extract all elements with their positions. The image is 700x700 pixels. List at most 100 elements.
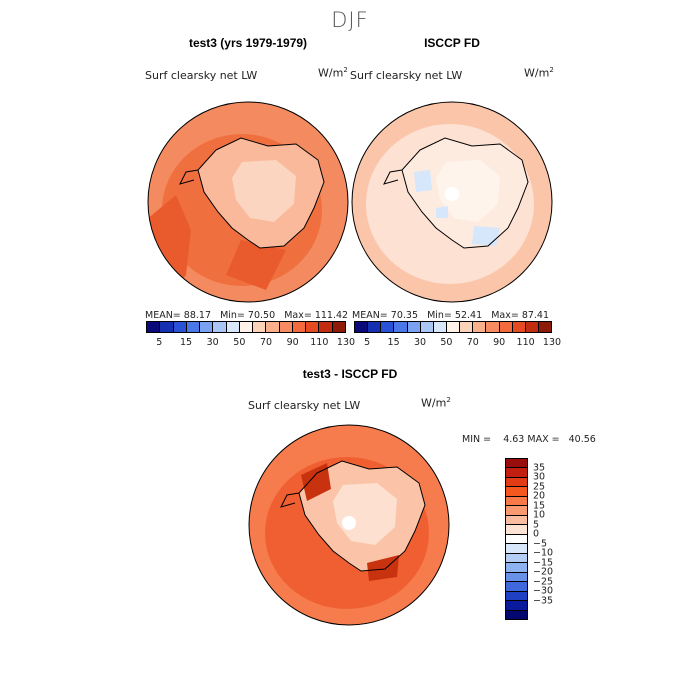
- colorbar-tick-label: 5: [156, 337, 163, 348]
- colorbar-tick-label: 130: [336, 337, 356, 348]
- colorbar-tick-label: 50: [233, 337, 246, 348]
- colorbar-obs: [354, 321, 552, 333]
- colorbar-swatch: [506, 563, 527, 573]
- colorbar-swatch: [506, 610, 527, 619]
- colorbar-swatch: [506, 496, 527, 507]
- colorbar-swatch: [407, 322, 421, 332]
- colorbar-swatch: [186, 322, 201, 332]
- colorbar-tick-label: −30: [533, 585, 554, 597]
- colorbar-tick-label: 15: [387, 337, 400, 348]
- colorbar-swatch: [486, 322, 500, 332]
- colorbar-swatch: [394, 322, 408, 332]
- colorbar-tick-label: 35: [533, 462, 546, 474]
- colorbar-tick-label: −15: [533, 557, 554, 569]
- map-antarctica-core: [232, 160, 296, 222]
- colorbar-tick-label: 5: [364, 337, 371, 348]
- panel-variable-label: Surf clearsky net LW: [350, 69, 463, 82]
- colorbar-tick-label: 30: [206, 337, 219, 348]
- colorbar-tick-label: 90: [493, 337, 506, 348]
- colorbar-swatch: [253, 322, 267, 332]
- colorbar-swatch: [446, 322, 461, 332]
- map-coastline: [383, 137, 529, 249]
- colorbar-tick-label: −35: [533, 595, 554, 607]
- colorbar-tick-label: 130: [542, 337, 562, 348]
- difference-variable-label: Surf clearsky net LW: [248, 399, 361, 412]
- colorbar-swatch: [433, 322, 447, 332]
- colorbar-tick-label: 30: [413, 337, 427, 348]
- colorbar-tick-label: 20: [533, 490, 546, 502]
- map-outline: [248, 424, 450, 626]
- colorbar-tick-label: 15: [179, 337, 193, 348]
- colorbar-tick-label: −20: [533, 566, 554, 578]
- colorbar-ticks-difference: 35 30 25 20 15 10 5 0 −5 −10 −15 −20 −25 −30 −35: [533, 458, 573, 620]
- colorbar-swatch: [368, 322, 382, 332]
- colorbar-tick-label: −25: [533, 576, 554, 588]
- colorbar-swatch: [506, 477, 527, 488]
- map-coastline: [179, 137, 325, 249]
- difference-units-label: W/m2: [421, 396, 451, 410]
- colorbar-tick-label: 70: [466, 337, 479, 348]
- colorbar-model: [146, 321, 346, 333]
- colorbar-tick-label: 30: [533, 471, 546, 483]
- colorbar-swatch: [319, 322, 333, 332]
- colorbar-swatch: [460, 322, 474, 332]
- polar-map-obs: [351, 101, 553, 303]
- colorbar-swatch: [226, 322, 240, 332]
- panel-title-obs: ISCCP FD: [424, 36, 480, 50]
- map-warm-patch: [301, 463, 399, 581]
- colorbar-swatch: [506, 468, 527, 478]
- colorbar-ticks-obs: 5 15 30 50 70 90 110 130: [354, 337, 561, 349]
- colorbar-tick-label: 70: [259, 337, 273, 348]
- colorbar-tick-label: 0: [533, 528, 540, 540]
- colorbar-tick-label: 110: [516, 337, 535, 348]
- colorbar-swatch: [506, 582, 527, 592]
- map-outline: [147, 101, 349, 303]
- colorbar-swatch: [355, 322, 369, 332]
- colorbar-swatch: [499, 322, 513, 332]
- colorbar-tick-label: 15: [533, 500, 546, 512]
- polar-map-model: [147, 101, 349, 303]
- colorbar-swatch: [173, 322, 187, 332]
- colorbar-swatch: [213, 322, 227, 332]
- map-pole-hole: [342, 516, 356, 530]
- colorbar-swatch: [506, 459, 527, 469]
- panel-units-label: W/m2: [524, 66, 554, 80]
- map-antarctica-core: [436, 160, 500, 222]
- season-title: DJF: [331, 8, 369, 32]
- panel-stats-obs: MEAN= 70.35 Min= 52.41 Max= 87.41: [352, 310, 550, 321]
- colorbar-swatch: [506, 525, 527, 535]
- difference-stats: MIN = 4.63 MAX = 40.56: [462, 434, 596, 445]
- map-coastline: [280, 460, 426, 572]
- difference-title: test3 - ISCCP FD: [302, 367, 398, 381]
- colorbar-swatch: [381, 322, 395, 332]
- colorbar-swatch: [525, 322, 539, 332]
- colorbar-tick-label: 90: [286, 337, 299, 348]
- colorbar-swatch: [160, 322, 174, 332]
- colorbar-swatch: [147, 322, 161, 332]
- map-outline: [351, 101, 553, 303]
- colorbar-swatch: [506, 591, 527, 602]
- colorbar-swatch: [306, 322, 320, 332]
- colorbar-swatch: [473, 322, 487, 332]
- colorbar-swatch: [506, 487, 527, 497]
- panel-title-model: test3 (yrs 1979-1979): [188, 36, 308, 50]
- colorbar-swatch: [506, 544, 527, 554]
- colorbar-tick-label: −10: [533, 547, 554, 559]
- colorbar-swatch: [506, 506, 527, 516]
- polar-map-difference: [248, 424, 450, 626]
- panel-units-label: W/m2: [318, 66, 348, 80]
- colorbar-swatch: [279, 322, 293, 332]
- colorbar-swatch: [538, 322, 552, 332]
- colorbar-swatch: [239, 322, 254, 332]
- colorbar-swatch: [506, 601, 527, 611]
- colorbar-swatch: [292, 322, 307, 332]
- colorbar-difference: [505, 458, 528, 620]
- panel-stats-model: MEAN= 88.17 Min= 70.50 Max= 111.42: [145, 310, 349, 321]
- colorbar-swatch: [506, 553, 527, 564]
- colorbar-tick-label: 50: [440, 337, 453, 348]
- colorbar-ticks-model: 5 15 30 50 70 90 110 130: [146, 337, 355, 349]
- colorbar-swatch: [512, 322, 526, 332]
- colorbar-swatch: [266, 322, 280, 332]
- colorbar-swatch: [506, 534, 527, 545]
- colorbar-tick-label: 110: [310, 337, 329, 348]
